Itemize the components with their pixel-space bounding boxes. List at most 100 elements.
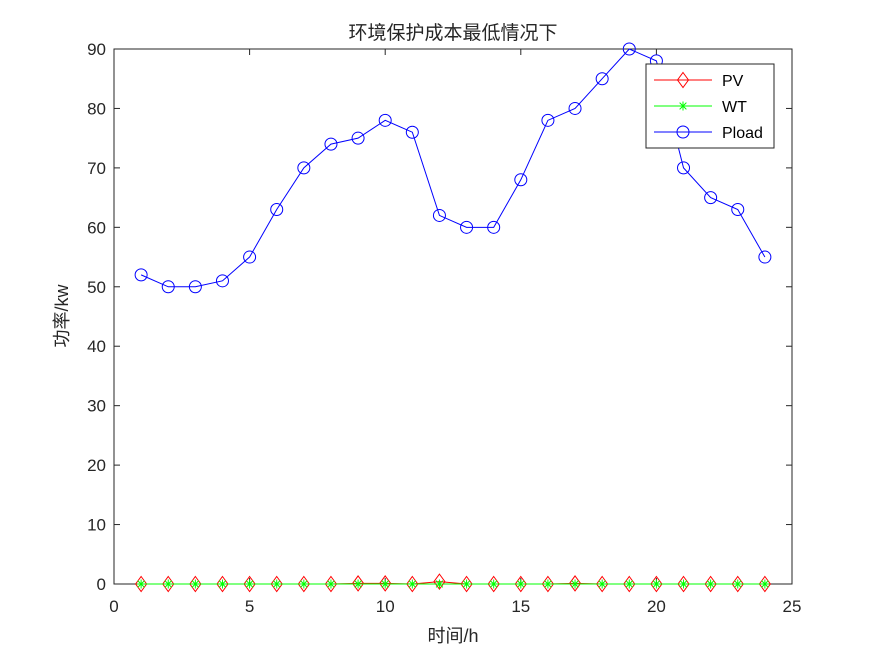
data-point-pload — [704, 191, 718, 205]
data-point-pload — [188, 280, 202, 294]
marker-stroke — [408, 580, 417, 588]
data-point-wt — [597, 579, 607, 589]
data-point-pload — [622, 42, 636, 56]
data-point-wt — [217, 579, 227, 589]
data-point-pload — [677, 161, 691, 175]
data-point-pv — [596, 575, 609, 593]
data-point-pload — [731, 203, 745, 216]
legend-label-pv: PV — [722, 73, 744, 90]
marker-stroke — [435, 580, 444, 588]
data-point-pload — [243, 250, 257, 264]
data-point-pload — [270, 203, 284, 216]
marker-stroke — [517, 580, 525, 588]
marker-stroke — [761, 580, 769, 588]
data-point-wt — [299, 579, 309, 589]
marker-stroke — [734, 580, 742, 588]
data-point-wt — [272, 579, 282, 589]
marker-stroke — [571, 580, 579, 588]
data-point-pload — [487, 220, 501, 234]
marker-stroke — [544, 580, 552, 588]
data-point-pload — [568, 101, 582, 115]
y-tick-label: 20 — [87, 456, 106, 475]
y-tick-label: 0 — [97, 575, 106, 594]
legend-marker-wt — [678, 101, 688, 111]
y-axis-label: 功率/kw — [52, 283, 72, 347]
data-point-pv — [514, 575, 527, 593]
legend: PV WT Pload — [645, 63, 775, 149]
data-point-wt — [733, 579, 743, 589]
data-point-pv — [731, 575, 744, 593]
marker-stroke — [381, 580, 389, 588]
data-point-wt — [434, 579, 444, 589]
data-point-wt — [380, 579, 390, 589]
chart-title: 环境保护成本最低情况下 — [348, 22, 557, 44]
data-point-wt — [407, 579, 417, 589]
data-point-pv — [758, 575, 772, 593]
data-point-pload — [460, 220, 474, 234]
marker-stroke — [137, 580, 145, 588]
data-point-wt — [570, 579, 580, 589]
y-tick-label: 60 — [87, 218, 106, 237]
marker-stroke — [327, 580, 335, 588]
x-tick-label: 5 — [245, 597, 254, 616]
x-axis-label: 时间/h — [427, 626, 478, 646]
y-tick-label: 40 — [87, 337, 106, 356]
data-point-wt — [353, 579, 363, 589]
marker-stroke — [245, 580, 254, 588]
data-point-wt — [326, 579, 336, 589]
data-point-pv — [351, 575, 365, 592]
data-point-pv — [379, 575, 392, 592]
data-point-pload — [541, 113, 555, 127]
data-point-pload — [432, 208, 446, 222]
marker-stroke — [652, 580, 661, 588]
marker-stroke — [679, 102, 687, 110]
data-point-wt — [462, 579, 472, 589]
data-point-pload — [297, 161, 311, 175]
data-point-pv — [487, 575, 500, 593]
data-point-pv — [433, 573, 446, 590]
data-point-pv — [216, 575, 229, 593]
series-wt — [136, 579, 770, 589]
data-point-pv — [460, 575, 473, 593]
data-point-pv — [568, 575, 582, 592]
marker-stroke — [164, 580, 172, 588]
legend-label-wt: WT — [722, 99, 747, 116]
data-point-wt — [679, 579, 689, 589]
data-point-pv — [623, 575, 636, 593]
data-point-pv — [650, 575, 663, 593]
y-tick-label: 70 — [87, 159, 106, 178]
data-point-pv — [189, 575, 202, 593]
data-point-wt — [624, 579, 634, 589]
data-point-pload — [758, 250, 772, 264]
data-point-wt — [543, 579, 553, 589]
data-point-wt — [245, 579, 255, 589]
marker-stroke — [706, 580, 715, 588]
legend-marker-pv — [676, 71, 690, 89]
data-point-pload — [405, 125, 419, 139]
legend-label-pload: Pload — [722, 125, 763, 142]
axis-ticks: 0 5 10 15 20 25 0 10 20 30 40 50 60 70 80 90 — [87, 40, 801, 616]
x-tick-label: 25 — [783, 597, 802, 616]
data-point-wt — [489, 579, 499, 589]
legend-marker-pload — [676, 125, 690, 139]
data-point-pv — [324, 575, 338, 593]
data-point-pv — [406, 575, 419, 593]
marker-stroke — [679, 580, 688, 588]
data-point-wt — [760, 579, 770, 589]
marker-stroke — [272, 580, 281, 588]
data-point-pv — [704, 575, 717, 593]
data-point-pv — [162, 575, 175, 593]
data-point-pv — [677, 575, 690, 593]
data-point-wt — [516, 579, 526, 589]
data-point-pload — [378, 113, 392, 127]
data-point-wt — [706, 579, 716, 589]
x-tick-label: 10 — [376, 597, 395, 616]
y-tick-label: 80 — [87, 99, 106, 118]
data-point-pload — [595, 72, 609, 86]
x-tick-label: 0 — [109, 597, 118, 616]
marker-stroke — [489, 580, 498, 588]
data-point-pv — [541, 575, 555, 593]
data-point-wt — [651, 579, 661, 589]
data-point-wt — [163, 579, 173, 589]
